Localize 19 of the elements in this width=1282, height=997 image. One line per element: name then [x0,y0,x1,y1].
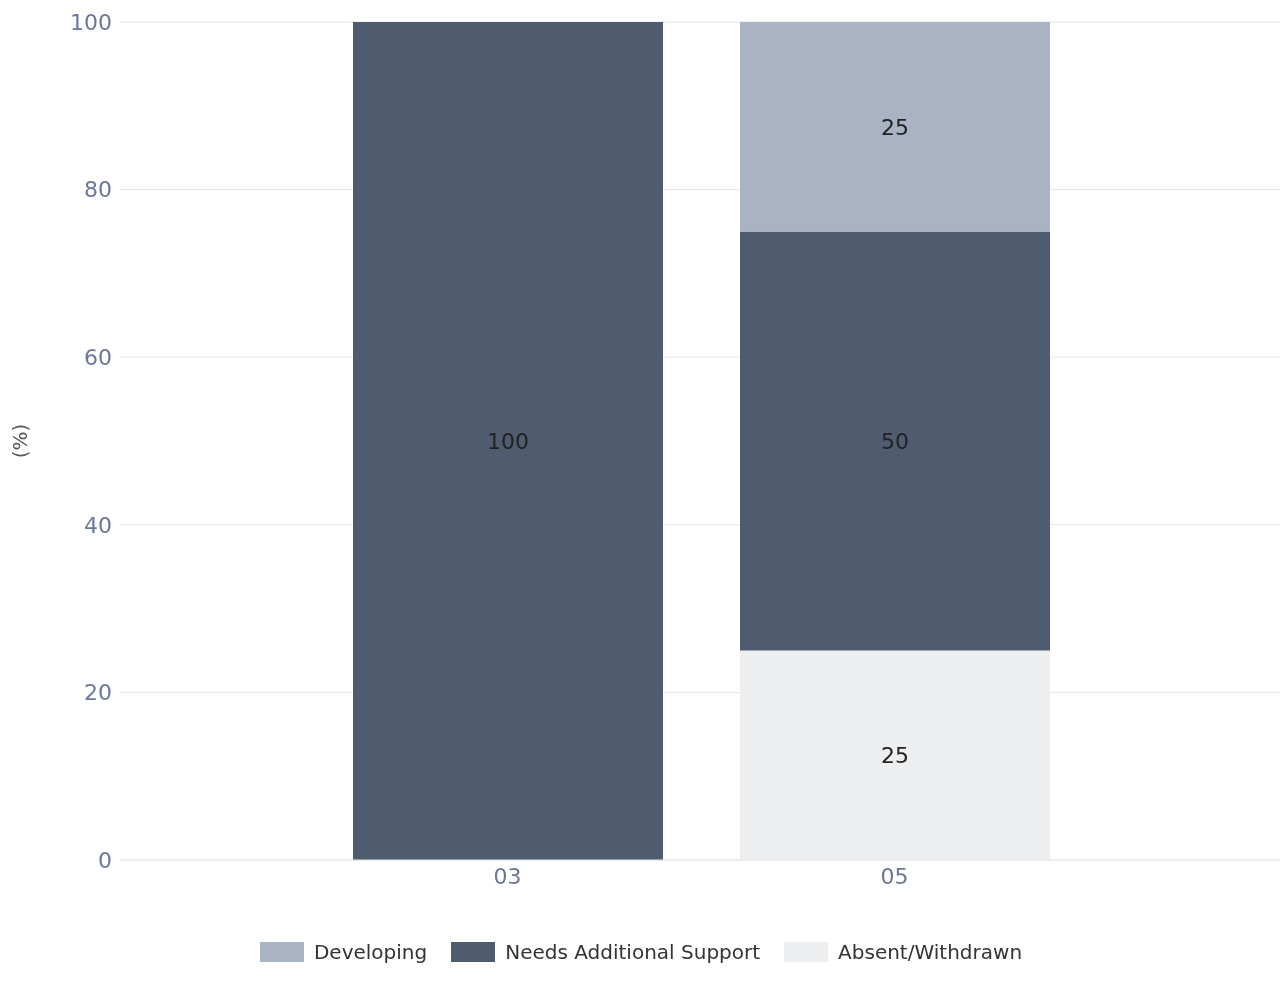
data-label: 100 [487,428,529,454]
bar [353,22,663,860]
y-tick-label: 60 [84,345,112,371]
legend-label: Absent/Withdrawn [838,940,1023,964]
legend-label: Developing [313,940,428,964]
y-axis-title: (%) [8,423,33,459]
data-label: 25 [881,114,909,140]
bar [740,231,1050,651]
data-label: 50 [881,428,909,454]
y-tick-label: 0 [98,847,112,873]
y-tick-label: 20 [84,680,112,706]
x-tick-label: 05 [880,863,909,889]
data-label: 25 [881,743,909,769]
bar [740,22,1050,232]
y-tick-label: 80 [84,177,112,203]
y-tick-label: 100 [70,9,112,35]
legend-label: Needs Additional Support [505,940,761,964]
x-tick-label: 03 [493,863,522,889]
y-tick-label: 40 [84,512,112,538]
